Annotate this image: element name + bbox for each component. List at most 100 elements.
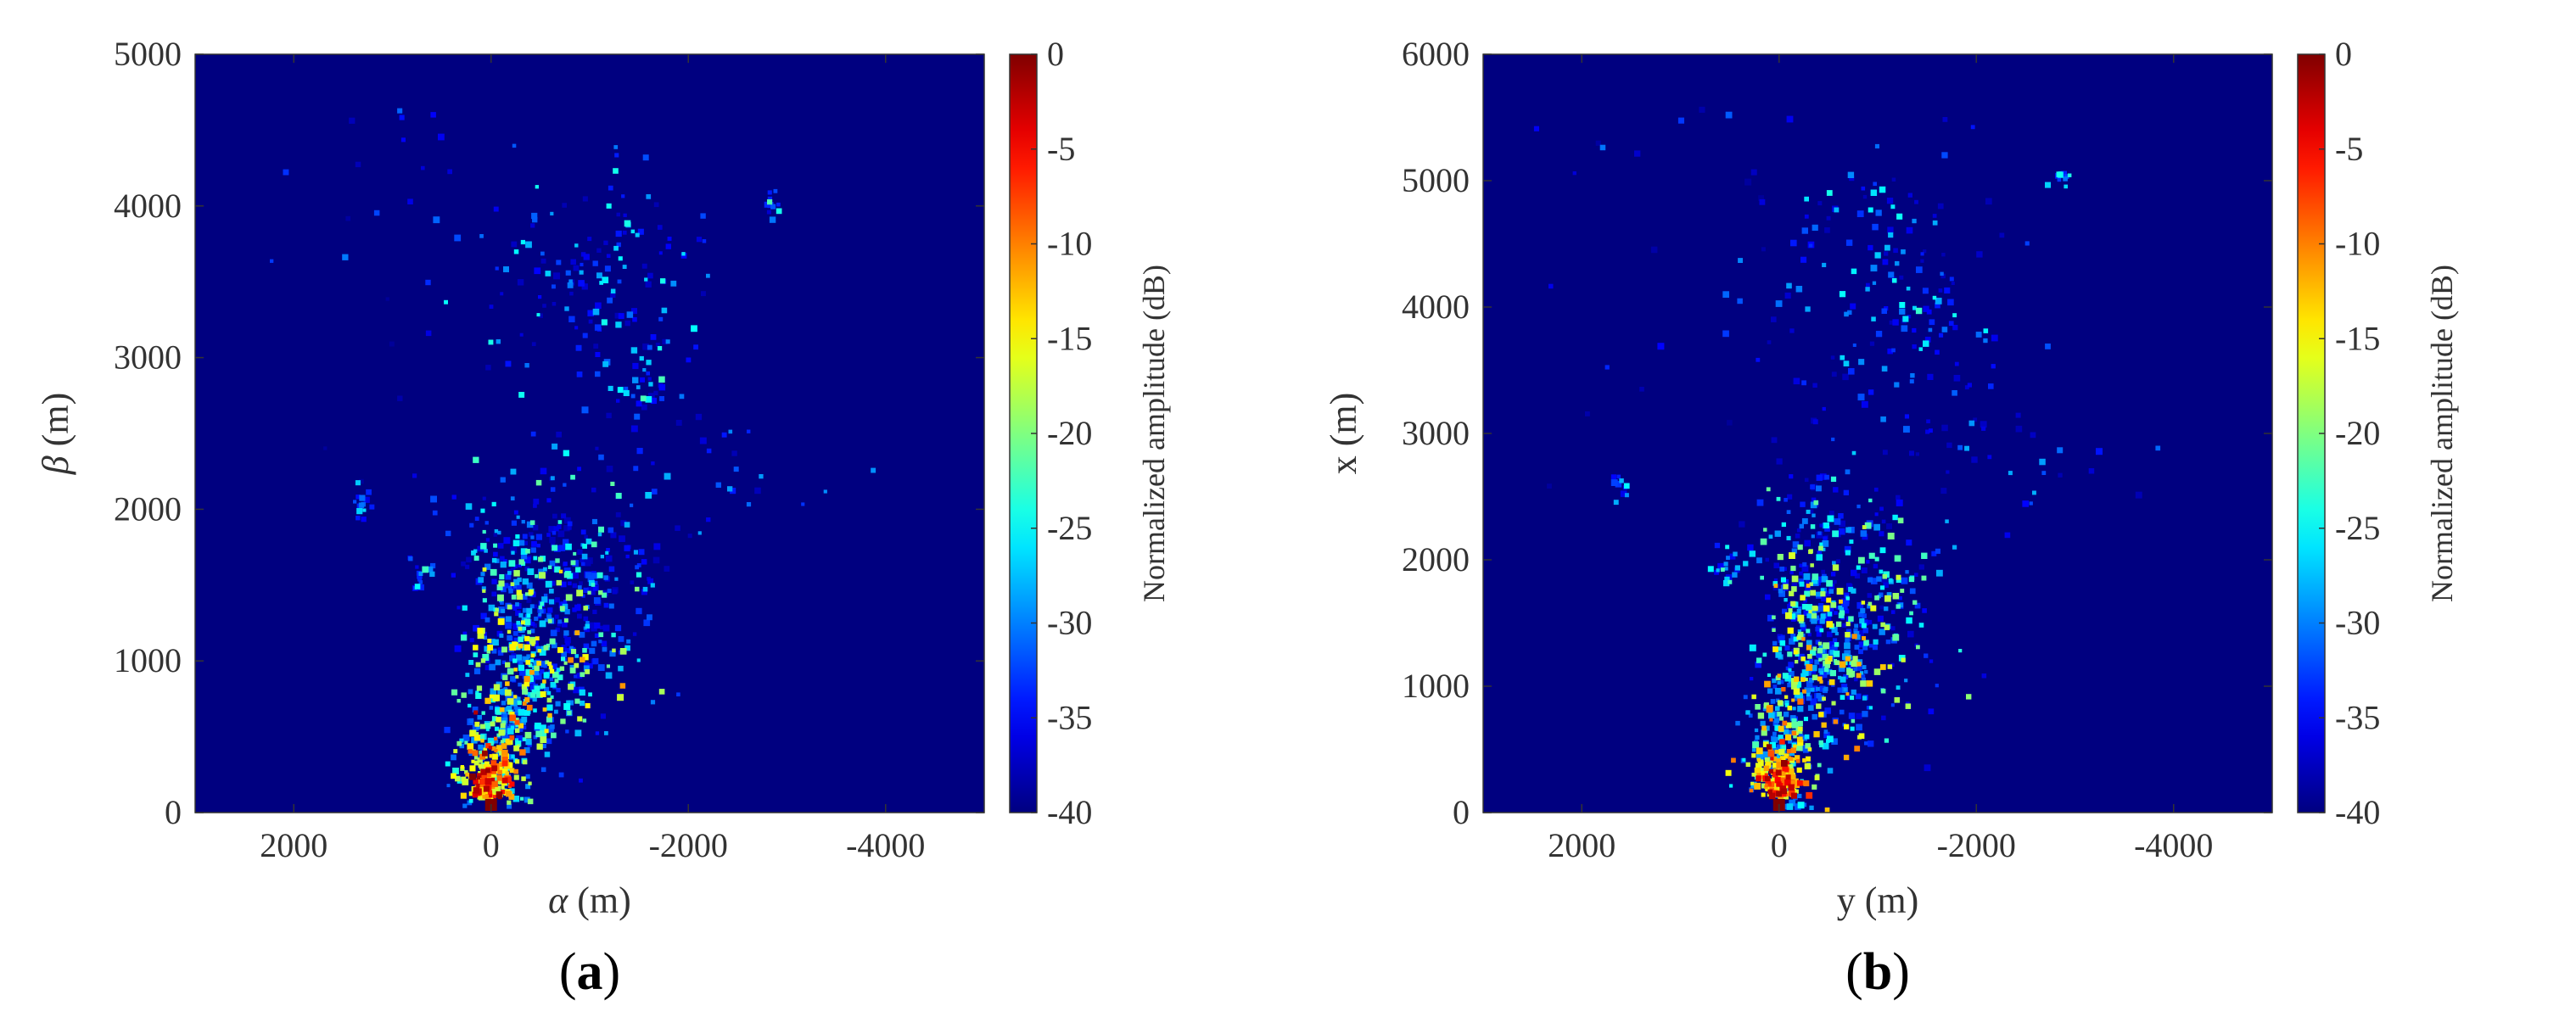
- heat-cell: [525, 668, 533, 676]
- heat-cell: [505, 360, 512, 367]
- heat-cell: [495, 726, 500, 731]
- heat-cell: [588, 692, 592, 697]
- heat-cell: [1915, 307, 1923, 315]
- heat-cell: [480, 612, 487, 619]
- heat-cell: [574, 243, 579, 248]
- heat-cell: [473, 624, 479, 632]
- heat-cell: [1610, 474, 1616, 480]
- heat-cell: [1892, 634, 1900, 641]
- heat-cell: [530, 672, 537, 679]
- heat-cell: [1610, 479, 1618, 486]
- y-axis-symbol: β: [35, 455, 76, 475]
- heat-cell: [1784, 729, 1789, 735]
- heat-cell: [754, 487, 761, 495]
- heat-cell: [1868, 577, 1873, 583]
- heat-cell: [493, 694, 500, 701]
- heat-cell: [1896, 685, 1901, 690]
- heat-cell: [1789, 328, 1795, 333]
- heat-cell: [592, 657, 599, 664]
- heat-cell: [1657, 343, 1665, 350]
- heat-cell: [501, 608, 506, 613]
- heat-cell: [592, 609, 597, 614]
- heat-cell: [563, 483, 567, 487]
- heat-cell: [1833, 719, 1839, 724]
- heat-cell: [1790, 761, 1796, 767]
- heat-cell: [507, 668, 514, 675]
- panel-a: 0 -5 -10 -15 -20 -25 -30 -35 -40 2000 0 -2000 -4000…: [0, 0, 1288, 1013]
- heat-cell: [1765, 594, 1771, 601]
- heat-cell: [484, 778, 492, 785]
- heat-cell: [542, 679, 546, 684]
- heat-cell: [701, 291, 706, 297]
- heat-cell: [1886, 198, 1894, 204]
- heat-cell: [530, 535, 535, 539]
- heat-cell: [1733, 551, 1738, 556]
- heat-cell: [1756, 499, 1764, 506]
- heat-cell: [598, 640, 602, 644]
- heat-cell: [1845, 692, 1850, 696]
- heat-cell: [585, 623, 590, 629]
- heat-cell: [1816, 693, 1822, 698]
- heat-cell: [535, 185, 539, 189]
- heat-cell: [1784, 793, 1789, 797]
- heat-cell: [630, 394, 636, 399]
- heat-cell: [1823, 605, 1830, 612]
- heat-cell: [1585, 411, 1590, 416]
- heat-cell: [651, 461, 655, 466]
- heat-cell: [1789, 570, 1794, 575]
- heat-cell: [1809, 582, 1813, 586]
- heat-cell: [622, 265, 627, 269]
- heat-cell: [1809, 243, 1813, 248]
- heat-cell: [1940, 273, 1946, 279]
- heat-cell: [482, 496, 486, 500]
- colorbar-tick-label: -20: [1047, 414, 1092, 452]
- heat-cell: [1880, 585, 1885, 590]
- heat-cell: [2088, 468, 2095, 474]
- heat-cell: [1768, 792, 1776, 800]
- heat-cell: [1873, 182, 1877, 187]
- colorbar-tick-label: -25: [2335, 509, 2380, 547]
- heat-cell: [1812, 784, 1817, 790]
- heat-cell: [518, 612, 524, 618]
- heat-cell: [1807, 654, 1812, 659]
- heat-cell: [539, 609, 544, 614]
- heat-cell: [606, 664, 610, 668]
- heat-cell: [1790, 633, 1796, 639]
- heat-cell: [563, 634, 568, 639]
- heat-cell: [1779, 756, 1784, 761]
- heat-cell: [507, 762, 513, 768]
- heat-cell: [469, 773, 476, 780]
- heat-cell: [1892, 278, 1897, 283]
- heat-cell: [491, 557, 497, 563]
- heat-cell: [550, 580, 556, 586]
- heat-cell: [1790, 683, 1797, 690]
- heat-cell: [1844, 545, 1851, 553]
- heat-cell: [1876, 576, 1882, 582]
- heat-cell: [631, 308, 637, 315]
- heat-cell: [495, 607, 499, 612]
- heat-cell: [495, 266, 499, 271]
- heat-cell: [1772, 640, 1778, 646]
- heat-cell: [646, 360, 652, 366]
- heat-cell: [597, 664, 605, 671]
- heat-cell: [1805, 756, 1811, 762]
- heat-cell: [544, 618, 548, 623]
- heat-cell: [1850, 726, 1855, 731]
- heat-cell: [1724, 567, 1728, 571]
- y-axis-unit: (m): [35, 393, 76, 456]
- heat-cell: [1801, 565, 1809, 573]
- heat-cell: [1853, 628, 1858, 633]
- heat-cell: [498, 580, 505, 587]
- heat-cell: [579, 581, 583, 586]
- heat-cell: [1892, 319, 1899, 326]
- heat-cell: [539, 572, 546, 579]
- heat-cell: [534, 643, 540, 649]
- heat-cell: [1803, 780, 1810, 786]
- heat-cell: [602, 624, 610, 632]
- colorbar-tick-label: -10: [1047, 225, 1092, 263]
- heat-cell: [509, 781, 515, 787]
- heat-cell: [1789, 474, 1794, 479]
- heat-cell: [1760, 538, 1767, 545]
- heat-cell: [1634, 150, 1641, 157]
- heat-cell: [472, 724, 479, 731]
